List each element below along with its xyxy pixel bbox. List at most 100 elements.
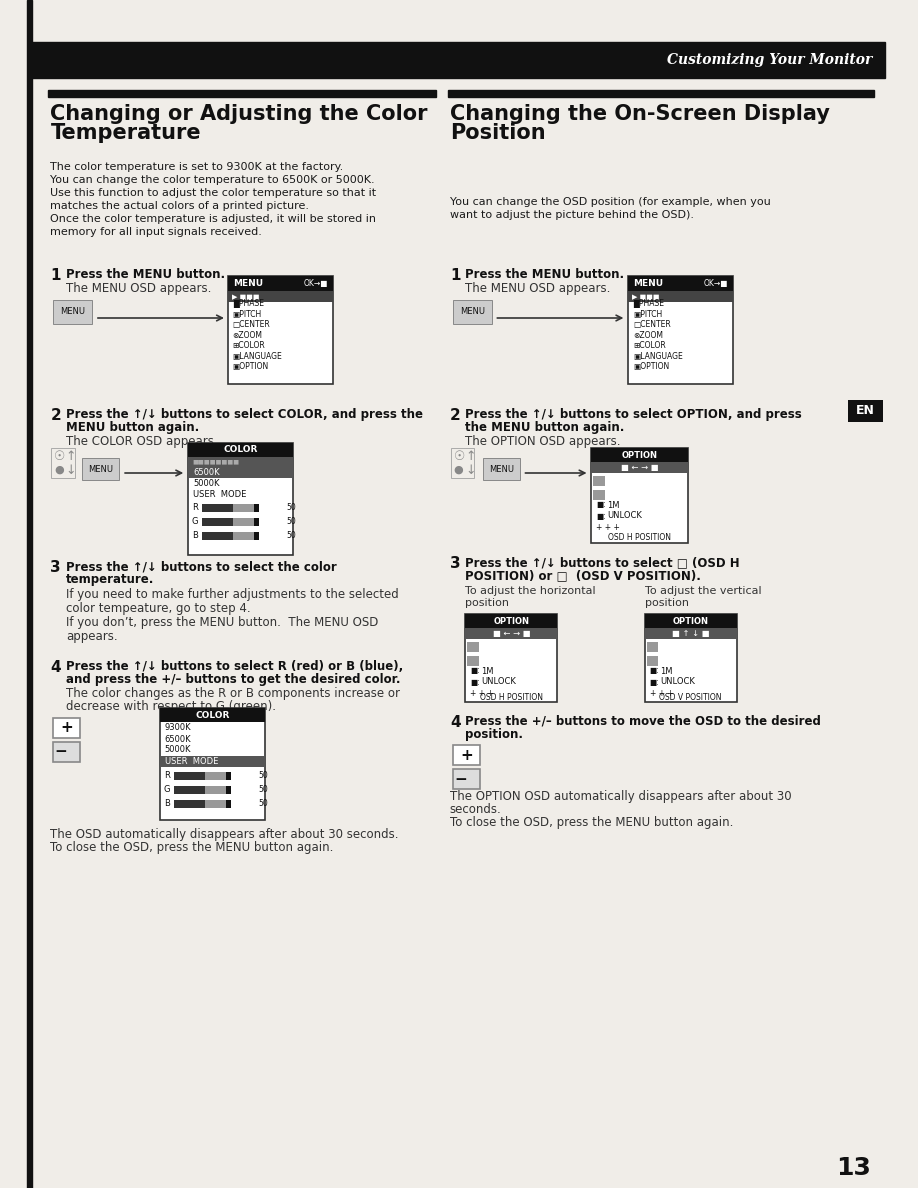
Text: 50: 50 (258, 800, 268, 809)
Text: MENU: MENU (61, 308, 85, 316)
Text: + + +: + + + (650, 689, 674, 697)
Bar (254, 518, 259, 526)
Text: To adjust the vertical: To adjust the vertical (644, 586, 761, 596)
Text: Changing the On-Screen Display: Changing the On-Screen Display (450, 105, 830, 124)
Text: memory for all input signals received.: memory for all input signals received. (50, 227, 263, 236)
Text: MENU: MENU (488, 465, 514, 474)
Text: MENU: MENU (460, 308, 485, 316)
Text: + + +: + + + (596, 523, 620, 531)
Text: 1M: 1M (607, 500, 620, 510)
Text: Once the color temperature is adjusted, it will be stored in: Once the color temperature is adjusted, … (50, 214, 376, 225)
Bar (628, 276, 733, 384)
Text: temperature.: temperature. (66, 573, 154, 586)
Text: 50: 50 (286, 504, 296, 512)
Text: the MENU button again.: the MENU button again. (465, 421, 625, 434)
Bar (646, 642, 658, 652)
Text: The MENU OSD appears.: The MENU OSD appears. (66, 282, 211, 295)
Text: EN: EN (856, 404, 875, 417)
Text: 50: 50 (286, 518, 296, 526)
Text: OPTION: OPTION (673, 617, 709, 626)
Text: Press the MENU button.: Press the MENU button. (465, 268, 624, 282)
Bar (188, 467, 293, 478)
Text: If you need to make further adjustments to the selected: If you need to make further adjustments … (66, 588, 398, 601)
Text: ■ ↑ ↓ ■: ■ ↑ ↓ ■ (672, 628, 710, 638)
Bar (591, 448, 688, 543)
Bar (254, 504, 259, 512)
Text: The color temperature is set to 9300K at the factory.: The color temperature is set to 9300K at… (50, 162, 343, 172)
Text: To adjust the horizontal: To adjust the horizontal (465, 586, 596, 596)
Text: ■■■■■■■■: ■■■■■■■■ (192, 460, 239, 465)
Bar (465, 614, 557, 628)
Text: Customizing Your Monitor: Customizing Your Monitor (667, 53, 872, 67)
Text: COLOR: COLOR (196, 710, 230, 720)
Text: Temperature: Temperature (50, 124, 201, 143)
Text: █PHASE: █PHASE (232, 299, 263, 309)
Text: 3: 3 (450, 556, 461, 571)
Text: 1: 1 (50, 268, 61, 283)
Bar (591, 448, 688, 462)
Text: 2: 2 (50, 407, 62, 423)
Bar (448, 90, 875, 97)
Bar (160, 708, 264, 722)
Text: ▶ ■■■: ▶ ■■■ (231, 293, 259, 299)
Text: OSD H POSITION: OSD H POSITION (609, 533, 671, 543)
Text: −: − (55, 745, 67, 759)
Bar (174, 772, 205, 781)
Text: matches the actual colors of a printed picture.: matches the actual colors of a printed p… (50, 201, 309, 211)
Bar (228, 276, 332, 384)
Text: ■ ← → ■: ■ ← → ■ (621, 463, 658, 472)
Bar (160, 708, 264, 820)
Text: +: + (460, 747, 473, 763)
Text: 5000K: 5000K (193, 479, 219, 488)
Bar (646, 656, 658, 666)
Text: □CENTER: □CENTER (232, 321, 271, 329)
Text: seconds.: seconds. (450, 803, 501, 816)
Text: 1M: 1M (660, 666, 673, 676)
Text: position: position (644, 598, 688, 608)
Bar (453, 301, 491, 324)
Text: 50: 50 (286, 531, 296, 541)
Text: If you don’t, press the MENU button.  The MENU OSD: If you don’t, press the MENU button. The… (66, 617, 378, 628)
Text: OPTION: OPTION (621, 450, 658, 460)
Text: The OPTION OSD automatically disappears after about 30: The OPTION OSD automatically disappears … (450, 790, 791, 803)
Text: OPTION: OPTION (493, 617, 530, 626)
Bar (591, 462, 688, 473)
Bar (467, 656, 479, 666)
Text: Changing or Adjusting the Color: Changing or Adjusting the Color (50, 105, 428, 124)
Text: You can change the color temperature to 6500K or 5000K.: You can change the color temperature to … (50, 175, 375, 185)
Bar (28, 0, 32, 1188)
Text: B: B (163, 800, 170, 809)
Bar (644, 628, 737, 639)
Bar (202, 518, 255, 526)
Bar (174, 800, 227, 808)
Bar (593, 476, 605, 486)
Text: −: − (454, 771, 467, 786)
Bar (254, 532, 259, 541)
Text: B: B (192, 531, 198, 541)
Text: ↑: ↑ (66, 449, 76, 462)
Text: Press the ↑/↓ buttons to select □ (OSD H: Press the ↑/↓ buttons to select □ (OSD H (465, 556, 740, 569)
Text: Press the ↑/↓ buttons to select R (red) or B (blue),: Press the ↑/↓ buttons to select R (red) … (66, 661, 403, 672)
Text: 1: 1 (450, 268, 460, 283)
Bar (53, 718, 81, 738)
Bar (51, 448, 74, 478)
Bar (174, 786, 227, 794)
Text: appears.: appears. (66, 630, 118, 643)
Text: ☉: ☉ (453, 449, 465, 462)
Text: position: position (465, 598, 509, 608)
Text: Press the ↑/↓ buttons to select the color: Press the ↑/↓ buttons to select the colo… (66, 560, 337, 573)
Bar (593, 489, 605, 500)
Text: +: + (61, 720, 73, 735)
Text: ▶ ■■■: ▶ ■■■ (633, 293, 660, 299)
Text: ⊞COLOR: ⊞COLOR (232, 341, 265, 350)
Text: MENU: MENU (232, 279, 263, 287)
Text: Position: Position (450, 124, 545, 143)
Text: UNLOCK: UNLOCK (481, 677, 516, 687)
Text: want to adjust the picture behind the OSD).: want to adjust the picture behind the OS… (450, 210, 694, 220)
Text: To close the OSD, press the MENU button again.: To close the OSD, press the MENU button … (450, 816, 733, 829)
Text: ↑: ↑ (465, 449, 476, 462)
Text: ▣LANGUAGE: ▣LANGUAGE (633, 352, 683, 361)
Text: The MENU OSD appears.: The MENU OSD appears. (465, 282, 610, 295)
Text: 6500K: 6500K (165, 734, 192, 744)
Text: COLOR: COLOR (223, 446, 258, 455)
